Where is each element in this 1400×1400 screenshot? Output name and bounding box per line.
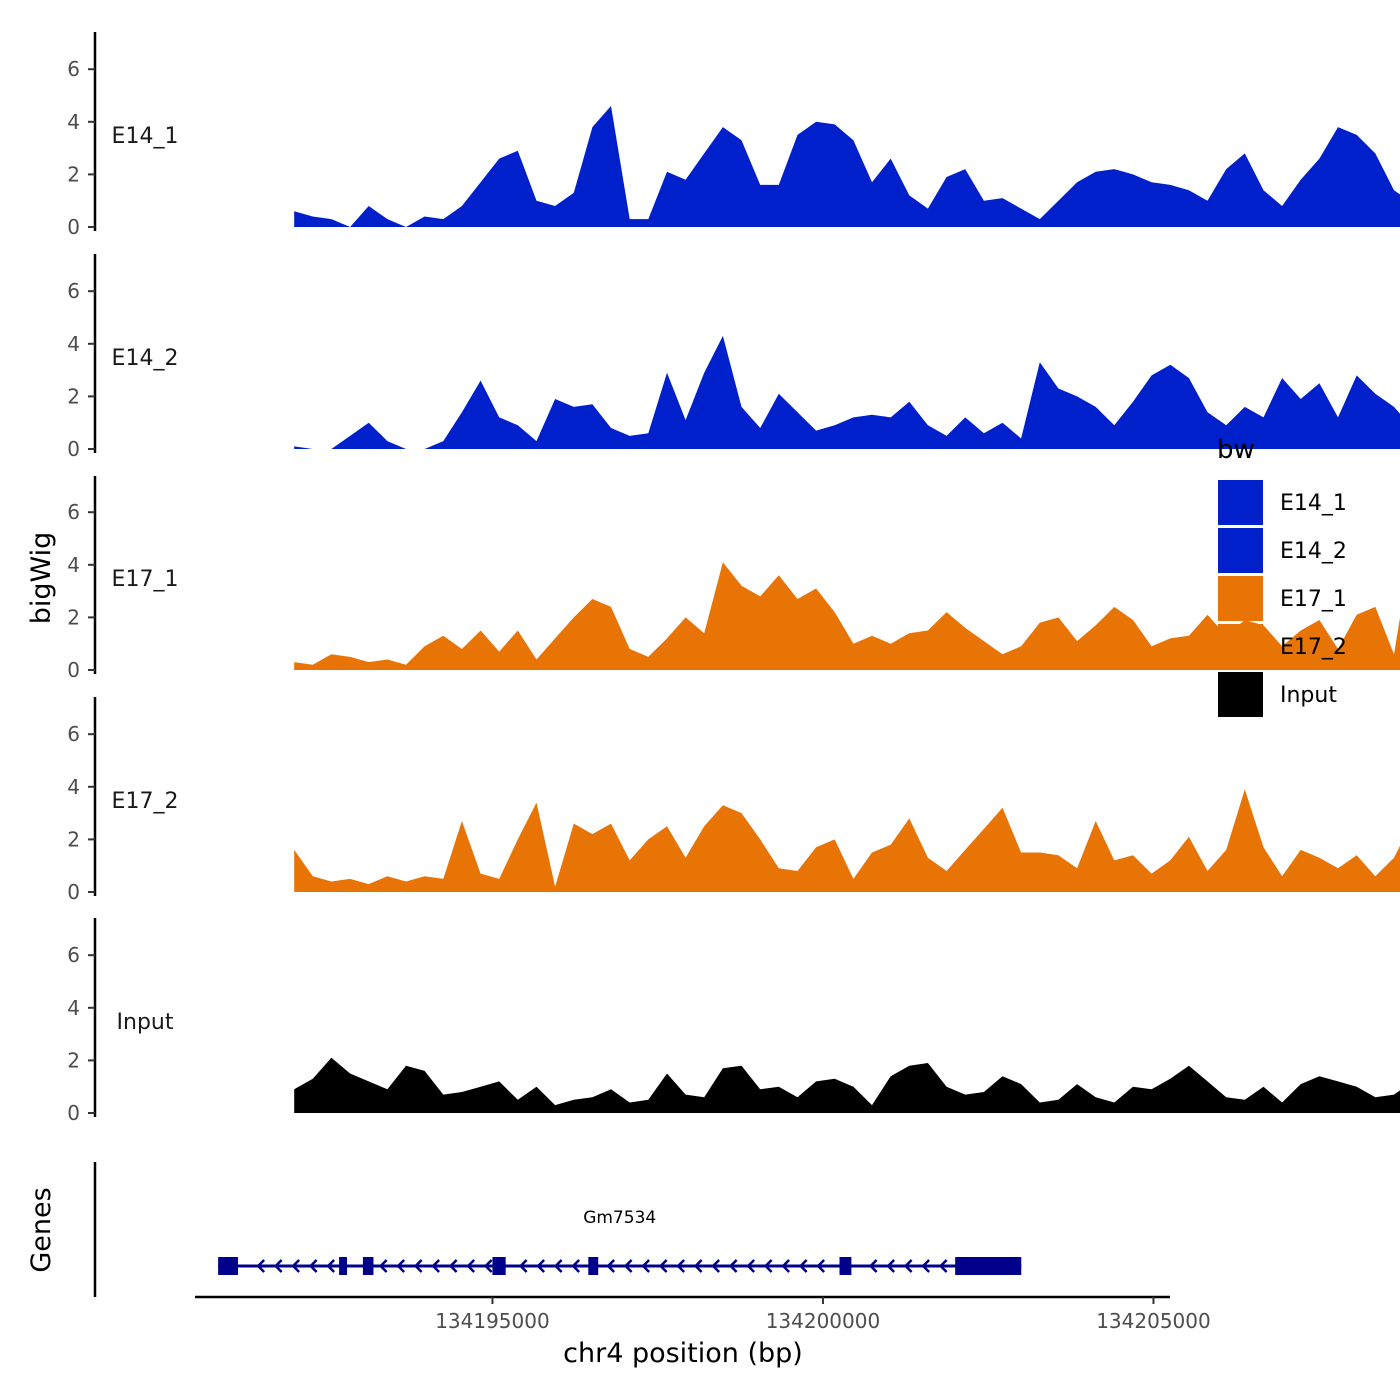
y-tick-label: 2	[67, 1048, 80, 1072]
exon-block	[218, 1257, 238, 1275]
gene-track-title: Genes	[26, 1187, 57, 1272]
exon-block	[492, 1257, 506, 1275]
strand-arrow	[413, 1259, 423, 1273]
y-tick-label: 6	[67, 57, 80, 81]
track-e14-2: 0 2 4 6 E14_2	[67, 254, 1400, 461]
strand-arrow	[536, 1259, 546, 1273]
strand-arrow	[431, 1259, 441, 1273]
x-tick-label: 134205000	[1096, 1309, 1211, 1333]
legend-label-e14-1: E14_1	[1280, 491, 1347, 516]
y-tick-label: 4	[67, 775, 80, 799]
y-tick-label: 0	[67, 215, 80, 239]
strand-arrow	[903, 1259, 913, 1273]
strand-arrow	[606, 1259, 616, 1273]
strand-arrow	[448, 1259, 458, 1273]
strand-arrow	[693, 1259, 703, 1273]
y-tick-label: 4	[67, 996, 80, 1020]
y-tick-label: 0	[67, 437, 80, 461]
track-label-e17-1: E17_1	[112, 567, 179, 592]
signal-tracks: 0 2 4 6 E14_1 0 2 4 6 E14_2 0 2 4 6 E17_1 0 2 4 6 E17_2 0 2 4 6…	[67, 32, 1400, 1125]
track-e17-1: 0 2 4 6 E17_1	[67, 476, 1400, 682]
y-tick-label: 0	[67, 658, 80, 682]
strand-arrow	[816, 1259, 826, 1273]
y-tick-label: 4	[67, 110, 80, 134]
y-tick-label: 0	[67, 1101, 80, 1125]
y-axis-title: bigWig	[26, 532, 57, 625]
legend-title: bw	[1217, 435, 1255, 465]
y-tick-label: 6	[67, 943, 80, 967]
legend-key-e14-1	[1218, 480, 1263, 525]
gene-name-label: Gm7534	[583, 1208, 656, 1228]
track-input: 0 2 4 6 Input	[67, 918, 1400, 1125]
strand-arrow	[641, 1259, 651, 1273]
track-e17-2: 0 2 4 6 E17_2	[67, 697, 1400, 904]
strand-arrow	[553, 1259, 563, 1273]
strand-arrow	[256, 1259, 266, 1273]
exon-block	[955, 1257, 1022, 1275]
exon-block	[339, 1257, 348, 1275]
strand-arrow	[658, 1259, 668, 1273]
y-tick-label: 2	[67, 605, 80, 629]
legend-label-e14-2: E14_2	[1280, 539, 1347, 564]
y-tick-label: 4	[67, 553, 80, 577]
signal-area-e14-1	[294, 106, 1400, 227]
exon-block	[362, 1257, 374, 1275]
signal-area-e17-2	[294, 789, 1400, 892]
legend-key-e17-1	[1218, 576, 1263, 621]
strand-arrow	[273, 1259, 283, 1273]
strand-arrow	[746, 1259, 756, 1273]
strand-arrow	[711, 1259, 721, 1273]
legend: bw E14_1 E14_2 E17_1 E17_2 Input	[1217, 435, 1347, 717]
y-tick-label: 6	[67, 279, 80, 303]
x-tick-label: 134200000	[766, 1309, 881, 1333]
strand-arrow	[728, 1259, 738, 1273]
y-tick-label: 2	[67, 827, 80, 851]
strand-arrow	[781, 1259, 791, 1273]
legend-key-e14-2	[1218, 528, 1263, 573]
strand-arrow	[291, 1259, 301, 1273]
strand-arrow	[308, 1259, 318, 1273]
strand-arrow	[763, 1259, 773, 1273]
strand-arrow	[483, 1259, 493, 1273]
strand-arrow	[676, 1259, 686, 1273]
strand-arrow	[378, 1259, 388, 1273]
track-label-e17-2: E17_2	[112, 789, 179, 814]
track-e14-1: 0 2 4 6 E14_1	[67, 32, 1400, 239]
y-tick-label: 2	[67, 384, 80, 408]
strand-arrow	[466, 1259, 476, 1273]
y-tick-label: 2	[67, 162, 80, 186]
signal-area-e14-2	[294, 335, 1400, 449]
signal-area-e17-1	[294, 562, 1400, 670]
strand-arrow	[396, 1259, 406, 1273]
strand-arrow	[326, 1259, 336, 1273]
strand-arrow	[623, 1259, 633, 1273]
x-axis: chr4 position (bp) 134195000 134200000 134…	[195, 1295, 1211, 1369]
track-label-input: Input	[117, 1010, 174, 1035]
strand-arrow	[571, 1259, 581, 1273]
strand-arrow	[868, 1259, 878, 1273]
strand-arrow	[921, 1259, 931, 1273]
track-label-e14-2: E14_2	[112, 346, 179, 371]
exon-block	[839, 1257, 852, 1275]
x-tick-label: 134195000	[435, 1309, 550, 1333]
legend-label-e17-2: E17_2	[1280, 635, 1347, 660]
y-tick-label: 4	[67, 332, 80, 356]
y-tick-label: 6	[67, 722, 80, 746]
exon-block	[588, 1257, 599, 1275]
y-tick-label: 6	[67, 500, 80, 524]
gene-track: Genes Gm7534	[26, 1162, 1022, 1297]
x-axis-title: chr4 position (bp)	[563, 1338, 803, 1369]
legend-label-input: Input	[1280, 683, 1337, 708]
strand-arrow	[798, 1259, 808, 1273]
legend-label-e17-1: E17_1	[1280, 587, 1347, 612]
y-tick-label: 0	[67, 880, 80, 904]
signal-area-input	[294, 1057, 1400, 1113]
legend-key-input	[1218, 672, 1263, 717]
strand-arrow	[938, 1259, 948, 1273]
strand-arrow	[518, 1259, 528, 1273]
legend-key-e17-2	[1218, 624, 1263, 669]
track-label-e14-1: E14_1	[112, 124, 179, 149]
strand-arrow	[886, 1259, 896, 1273]
